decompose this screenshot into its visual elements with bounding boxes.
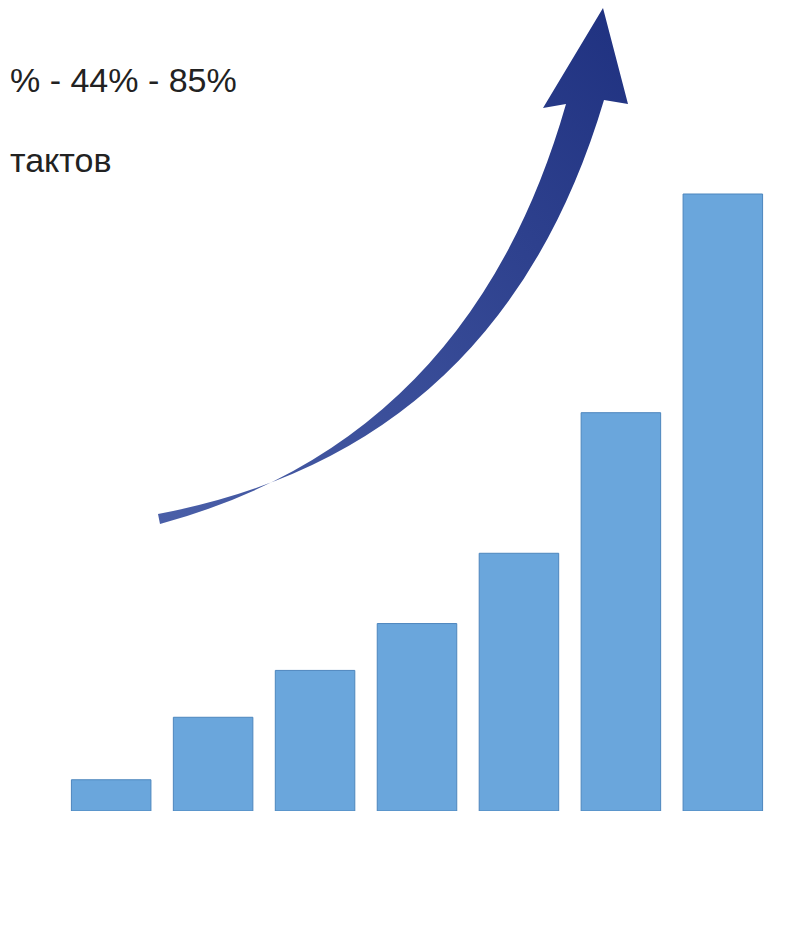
svg-text:тактов: тактов (10, 141, 112, 179)
svg-text:% - 44% - 85%: % - 44% - 85% (10, 61, 237, 99)
